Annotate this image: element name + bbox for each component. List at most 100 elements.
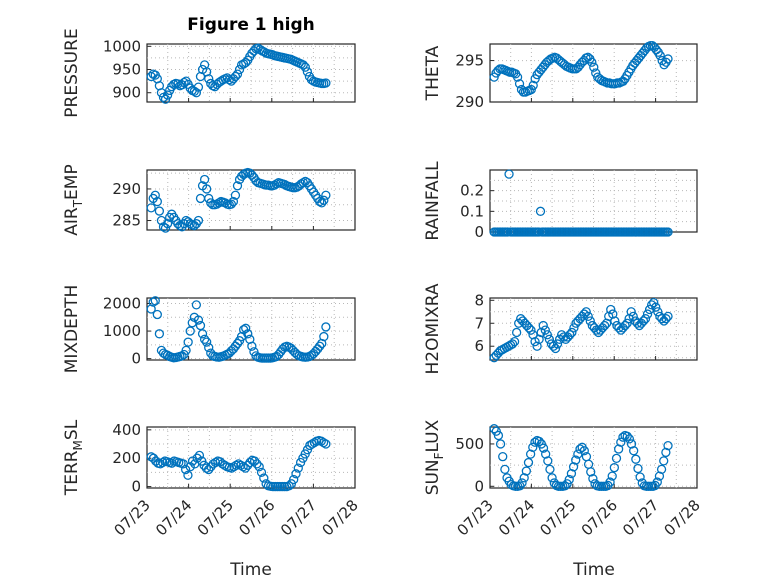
- y-axis-label: PRESSURE: [62, 28, 82, 117]
- data-point: [614, 323, 624, 333]
- y-tick-label: 900: [112, 84, 141, 102]
- y-tick-label: 500: [455, 435, 484, 453]
- data-point: [569, 323, 579, 333]
- data-point: [231, 460, 241, 470]
- data-point: [663, 227, 673, 237]
- data-point: [232, 69, 243, 79]
- data-point: [183, 337, 193, 347]
- data-point: [162, 90, 173, 100]
- y-tick-label: 290: [112, 180, 141, 198]
- y-tick-label: 200: [112, 449, 141, 467]
- data-point: [300, 62, 310, 72]
- data-point: [515, 481, 525, 491]
- data-point: [506, 479, 516, 490]
- data-point: [560, 481, 570, 491]
- data-point: [199, 334, 210, 344]
- data-point: [523, 457, 534, 468]
- y-axis-label-main: RAINFALL: [423, 161, 443, 241]
- y-axis-label-main: AIR: [62, 207, 82, 236]
- data-point: [588, 474, 598, 484]
- data-point: [550, 343, 561, 354]
- data-point: [661, 447, 671, 458]
- data-point: [581, 307, 591, 317]
- y-tick-label: 0: [131, 350, 141, 368]
- y-axis-label: THETA: [423, 45, 443, 101]
- data-point: [203, 464, 214, 475]
- data-point: [642, 309, 653, 319]
- x-tick-label: 07/25: [536, 496, 579, 539]
- data-point: [517, 478, 527, 488]
- data-point: [318, 437, 329, 448]
- data-point: [663, 54, 673, 64]
- data-point: [152, 196, 162, 207]
- data-point: [500, 464, 510, 475]
- y-tick-label: 1000: [103, 37, 141, 55]
- data-point: [202, 184, 212, 194]
- data-point: [315, 196, 325, 207]
- data-point: [559, 332, 569, 342]
- y-axis-label-main: THETA: [423, 45, 443, 101]
- data-point: [541, 449, 551, 459]
- data-point: [509, 336, 520, 347]
- data-point: [543, 456, 553, 466]
- y-axis-label-main: TERR: [62, 450, 82, 496]
- data-point: [583, 311, 593, 322]
- data-point: [191, 300, 202, 310]
- data-point: [589, 62, 599, 72]
- data-point: [195, 320, 206, 331]
- data-point: [512, 72, 523, 82]
- data-point: [628, 311, 638, 322]
- data-point: [321, 190, 331, 200]
- data-point: [622, 318, 632, 328]
- data-point: [316, 436, 326, 446]
- data-point: [631, 454, 641, 464]
- data-point: [640, 314, 651, 324]
- y-tick-label: 0.2: [460, 182, 484, 200]
- y-tick-label: 0.1: [460, 202, 484, 220]
- data-point: [644, 304, 655, 315]
- data-point: [652, 477, 662, 487]
- data-point: [243, 329, 253, 339]
- x-tick-label: 07/23: [454, 496, 497, 539]
- data-point: [233, 459, 244, 469]
- data-point: [321, 78, 331, 88]
- data-point: [156, 88, 167, 98]
- x-tick-label: 07/25: [194, 496, 237, 539]
- data-point: [661, 314, 671, 324]
- data-point: [567, 327, 577, 338]
- data-point: [552, 339, 563, 349]
- data-point: [599, 320, 610, 331]
- data-point: [564, 474, 574, 485]
- data-point: [653, 307, 663, 317]
- y-axis-label-main: SUN: [423, 459, 443, 495]
- data-point: [321, 322, 331, 332]
- data-point: [230, 71, 241, 82]
- data-point: [180, 464, 191, 475]
- data-point: [150, 296, 160, 306]
- data-point: [210, 457, 221, 468]
- data-point: [158, 457, 168, 468]
- data-point: [256, 467, 267, 478]
- data-point: [663, 311, 673, 322]
- data-point: [613, 444, 624, 454]
- data-point: [654, 471, 665, 481]
- data-point: [626, 439, 637, 449]
- data-point: [197, 329, 208, 339]
- y-tick-label: 8: [474, 291, 484, 309]
- data-point: [291, 469, 301, 479]
- y-axis-label: TERRMSL: [62, 419, 85, 496]
- y-tick-label: 295: [455, 52, 484, 70]
- y-tick-label: 0: [474, 477, 484, 495]
- y-axis-label-main: MIXDEPTH: [62, 285, 82, 374]
- data-point: [629, 446, 639, 456]
- data-point: [315, 341, 325, 351]
- data-point: [249, 456, 260, 466]
- y-tick-label: 950: [112, 61, 141, 79]
- data-point: [489, 424, 499, 434]
- y-axis-label-tail: LUX: [423, 419, 443, 452]
- data-point: [167, 458, 177, 468]
- data-point: [146, 203, 156, 213]
